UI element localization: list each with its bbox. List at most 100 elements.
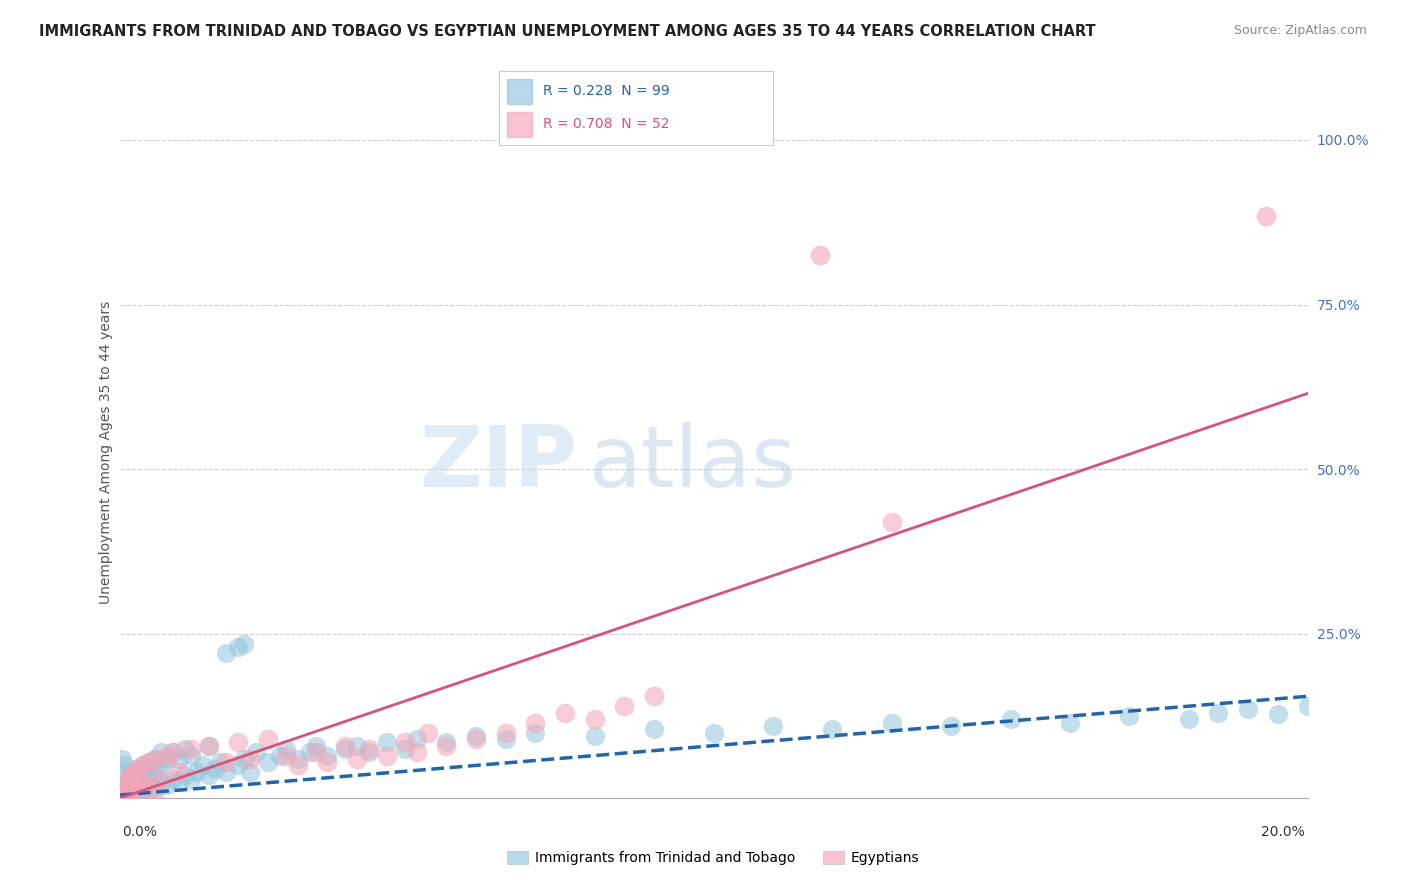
- Point: [1237, 702, 1260, 716]
- Point: [114, 781, 136, 796]
- Point: [316, 748, 339, 763]
- Point: [122, 785, 145, 799]
- Point: [121, 778, 143, 792]
- Point: [821, 723, 844, 737]
- Point: [173, 742, 195, 756]
- Point: [405, 732, 427, 747]
- Point: [405, 745, 427, 759]
- Point: [132, 758, 155, 772]
- Point: [129, 785, 152, 799]
- Point: [124, 772, 146, 786]
- Point: [1208, 706, 1230, 720]
- Point: [143, 752, 166, 766]
- Point: [120, 788, 142, 802]
- Point: [124, 781, 146, 796]
- Point: [132, 772, 155, 786]
- Point: [112, 786, 135, 800]
- Point: [114, 778, 136, 792]
- Point: [115, 786, 138, 800]
- Point: [114, 775, 136, 789]
- Point: [132, 758, 155, 772]
- Point: [554, 706, 576, 720]
- Point: [1267, 707, 1289, 722]
- Point: [120, 768, 142, 782]
- Point: [228, 640, 250, 654]
- Text: R = 0.228  N = 99: R = 0.228 N = 99: [543, 84, 669, 98]
- Point: [274, 748, 297, 763]
- Point: [304, 745, 326, 759]
- Point: [138, 755, 160, 769]
- Point: [1296, 699, 1319, 714]
- Point: [138, 785, 160, 799]
- Point: [120, 768, 142, 782]
- Point: [128, 778, 150, 792]
- Point: [239, 764, 262, 779]
- Text: IMMIGRANTS FROM TRINIDAD AND TOBAGO VS EGYPTIAN UNEMPLOYMENT AMONG AGES 35 TO 44: IMMIGRANTS FROM TRINIDAD AND TOBAGO VS E…: [39, 24, 1097, 39]
- Text: 0.0%: 0.0%: [122, 825, 157, 838]
- Text: ZIP: ZIP: [419, 422, 576, 505]
- Point: [215, 764, 238, 779]
- Legend: Immigrants from Trinidad and Tobago, Egyptians: Immigrants from Trinidad and Tobago, Egy…: [502, 846, 925, 871]
- Point: [197, 739, 219, 753]
- Point: [156, 778, 179, 792]
- Point: [346, 739, 368, 753]
- Point: [257, 755, 280, 769]
- Y-axis label: Unemployment Among Ages 35 to 44 years: Unemployment Among Ages 35 to 44 years: [98, 301, 112, 604]
- Point: [495, 725, 517, 739]
- Point: [162, 772, 184, 786]
- Point: [394, 742, 416, 756]
- Point: [1254, 209, 1277, 223]
- Point: [583, 729, 606, 743]
- Point: [118, 772, 141, 786]
- Point: [464, 732, 486, 747]
- Point: [186, 764, 208, 779]
- Point: [204, 762, 226, 776]
- Point: [127, 785, 149, 799]
- Text: R = 0.708  N = 52: R = 0.708 N = 52: [543, 118, 669, 131]
- Point: [245, 745, 267, 759]
- Point: [120, 788, 142, 802]
- Point: [110, 788, 132, 802]
- Point: [150, 772, 173, 786]
- Point: [141, 772, 163, 786]
- Point: [127, 762, 149, 776]
- Point: [375, 748, 398, 763]
- Point: [143, 752, 166, 766]
- Point: [150, 745, 173, 759]
- Point: [162, 745, 184, 759]
- Point: [127, 775, 149, 789]
- Point: [162, 745, 184, 759]
- Point: [257, 732, 280, 747]
- Point: [464, 729, 486, 743]
- Point: [357, 745, 380, 759]
- Point: [233, 752, 256, 766]
- Point: [132, 781, 155, 796]
- Point: [138, 775, 160, 789]
- Point: [228, 735, 250, 749]
- Point: [180, 772, 202, 786]
- Point: [197, 739, 219, 753]
- Point: [111, 752, 134, 766]
- Point: [167, 764, 190, 779]
- Point: [150, 758, 173, 772]
- Bar: [508, 112, 531, 137]
- Point: [121, 781, 143, 796]
- Point: [110, 764, 132, 779]
- Point: [939, 719, 962, 733]
- Text: atlas: atlas: [589, 422, 797, 505]
- Point: [114, 788, 136, 802]
- Point: [118, 785, 141, 799]
- Point: [335, 742, 357, 756]
- Point: [127, 762, 149, 776]
- Point: [287, 758, 309, 772]
- Point: [215, 647, 238, 661]
- Point: [810, 248, 832, 262]
- Point: [643, 690, 665, 704]
- Point: [298, 745, 321, 759]
- Point: [316, 755, 339, 769]
- Point: [1059, 715, 1081, 730]
- Text: Source: ZipAtlas.com: Source: ZipAtlas.com: [1233, 24, 1367, 37]
- Point: [117, 778, 139, 792]
- Point: [180, 748, 202, 763]
- Point: [115, 783, 138, 797]
